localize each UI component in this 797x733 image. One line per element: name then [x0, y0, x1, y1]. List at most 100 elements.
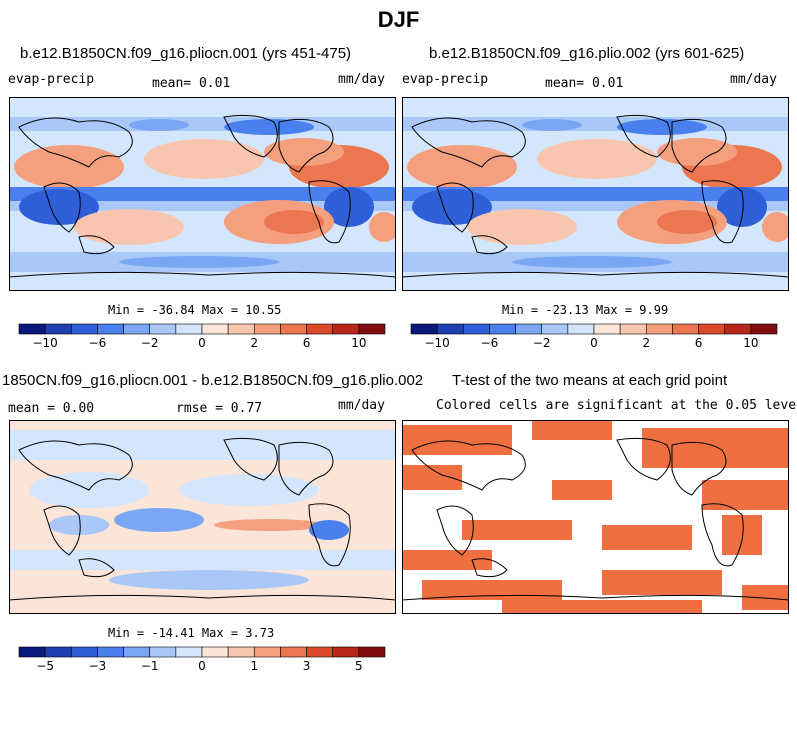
colorbar-swatch: [44, 646, 72, 658]
colorbar-tick-label: −6: [481, 336, 499, 350]
colorbar-swatch: [149, 323, 177, 335]
colorbar-tick-label: −10: [424, 336, 449, 350]
colorbar-tick-label: 0: [590, 336, 598, 350]
colorbar-swatch: [619, 323, 647, 335]
colorbar-tick-label: 10: [351, 336, 366, 350]
colorbar-swatch: [70, 646, 98, 658]
coastlines: [9, 437, 396, 601]
colorbar-tick-label: 2: [642, 336, 650, 350]
panel4-title: T-test of the two means at each grid poi…: [452, 372, 728, 389]
colorbar-swatch: [280, 323, 307, 335]
panel2-minmax: Min = -23.13 Max = 9.99: [502, 303, 669, 317]
colorbar-swatch: [462, 323, 490, 335]
coastlines: [9, 114, 396, 278]
colorbar-tick-label: −1: [141, 659, 159, 673]
colorbar-tick-label: −10: [32, 336, 57, 350]
colorbar-swatch: [332, 646, 360, 658]
colorbar-swatch: [750, 323, 778, 335]
colorbar-swatch: [724, 323, 752, 335]
colorbar-swatch: [175, 646, 203, 658]
colorbar-swatch: [672, 323, 699, 335]
panel4-map: [402, 420, 789, 614]
colorbar-swatch: [18, 646, 46, 658]
panel1-units-label: mm/day: [338, 72, 385, 87]
map-border: [9, 420, 396, 614]
colorbar-swatch: [410, 323, 438, 335]
colorbar-swatch: [306, 323, 334, 335]
colorbar-swatch: [306, 646, 334, 658]
colorbar-tick-label: 2: [250, 336, 258, 350]
panel1-title: b.e12.B1850CN.f09_g16.pliocn.001 (yrs 45…: [20, 45, 352, 62]
coastlines: [402, 114, 789, 278]
colorbar-swatch: [645, 323, 673, 335]
colorbar-tick-label: −2: [533, 336, 551, 350]
colorbar-swatch: [201, 646, 229, 658]
colorbar-swatch: [515, 323, 543, 335]
panel3-minmax: Min = -14.41 Max = 3.73: [108, 626, 275, 640]
panel1-minmax: Min = -36.84 Max = 10.55: [108, 303, 282, 317]
colorbar-swatch: [97, 323, 124, 335]
colorbar-swatch: [18, 323, 46, 335]
colorbar-tick-label: −2: [141, 336, 159, 350]
colorbar-tick-label: 6: [695, 336, 703, 350]
panel1-map: [9, 97, 396, 291]
colorbar-swatch: [227, 323, 255, 335]
colorbar-swatch: [358, 323, 386, 335]
colorbar-swatch: [123, 323, 151, 335]
colorbar-swatch: [593, 323, 621, 335]
colorbar-tick-label: 6: [303, 336, 311, 350]
colorbar-tick-label: −3: [89, 659, 107, 673]
colorbar-swatch: [70, 323, 98, 335]
colorbar-tick-label: 10: [743, 336, 758, 350]
colorbar-swatch: [253, 323, 281, 335]
difference-field: [9, 430, 396, 590]
precip-field: [402, 117, 789, 272]
colorbar-tick-label: 0: [198, 336, 206, 350]
panel1-variable-label: evap-precip: [8, 72, 95, 87]
colorbar-swatch: [332, 323, 360, 335]
colorbar-tick-label: 5: [355, 659, 363, 673]
panel3-colorbar: −5 −3 −1 0 1 3 5: [18, 646, 386, 673]
panel3-title: 1850CN.f09_g16.pliocn.001 - b.e12.B1850C…: [2, 372, 424, 389]
colorbar-swatch: [97, 646, 124, 658]
panel3-mean-label: mean = 0.00: [8, 401, 95, 416]
colorbar-tick-label: 3: [303, 659, 311, 673]
colorbar-swatch: [201, 323, 229, 335]
colorbar-swatch: [280, 646, 307, 658]
panel2-colorbar: −10 −6 −2 0 2 6 10: [410, 323, 778, 350]
colorbar-tick-label: −5: [36, 659, 54, 673]
colorbar-swatch: [175, 323, 203, 335]
colorbar-tick-label: 1: [250, 659, 258, 673]
panel1-colorbar: −10 −6 −2 0 2 6 10: [18, 323, 386, 350]
colorbar-swatch: [227, 646, 255, 658]
colorbar-swatch: [436, 323, 464, 335]
colorbar-swatch: [489, 323, 516, 335]
colorbar-swatch: [149, 646, 177, 658]
panel1-mean-label: mean= 0.01: [152, 76, 231, 91]
panel2-variable-label: evap-precip: [402, 72, 489, 87]
panel2-mean-label: mean= 0.01: [545, 76, 624, 91]
colorbar-swatch: [541, 323, 569, 335]
colorbar-swatch: [123, 646, 151, 658]
coastlines: [402, 437, 789, 601]
colorbar-swatch: [567, 323, 595, 335]
colorbar-tick-label: −6: [89, 336, 107, 350]
colorbar-swatch: [44, 323, 72, 335]
colorbar-swatch: [698, 323, 726, 335]
panel2-map: [402, 97, 789, 291]
significance-field: [402, 420, 789, 614]
map-border: [9, 97, 396, 291]
precip-field: [9, 117, 396, 272]
panel2-title: b.e12.B1850CN.f09_g16.plio.002 (yrs 601-…: [429, 45, 745, 62]
panel4-subtitle: Colored cells are significant at the 0.0…: [436, 398, 797, 413]
page-title: DJF: [377, 7, 420, 32]
map-border: [402, 420, 789, 614]
map-border: [402, 97, 789, 291]
panel3-rmse-label: rmse = 0.77: [176, 401, 263, 416]
panel3-map: [9, 420, 396, 614]
panel2-units-label: mm/day: [730, 72, 777, 87]
colorbar-swatch: [253, 646, 281, 658]
colorbar-tick-label: 0: [198, 659, 206, 673]
panel3-units-label: mm/day: [338, 398, 385, 413]
colorbar-swatch: [358, 646, 386, 658]
